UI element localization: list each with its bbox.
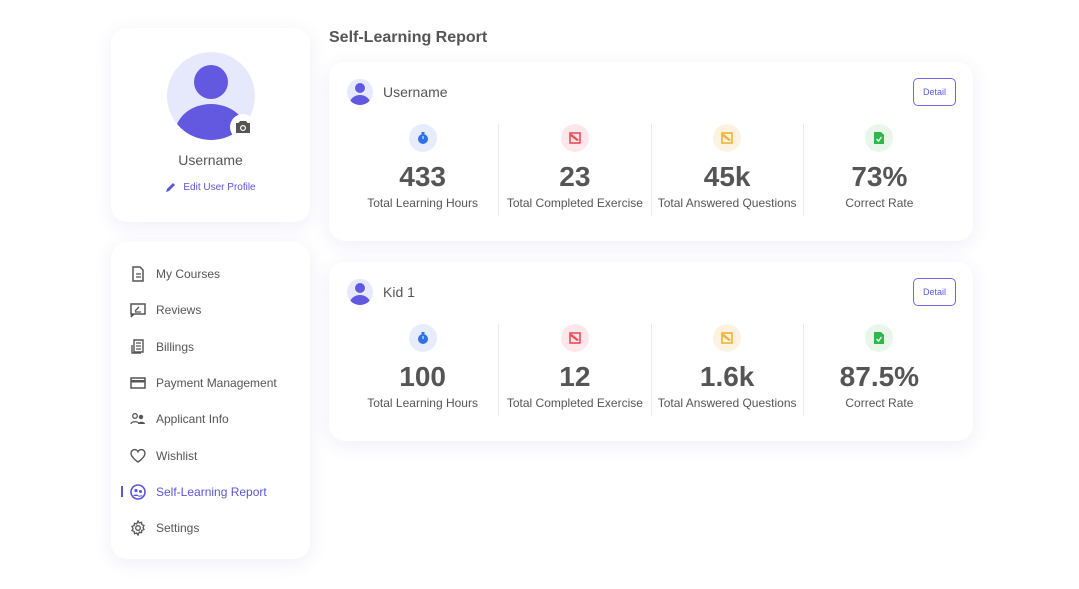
users-icon [130,413,145,425]
sidebar-item-label: Billings [156,339,195,354]
stat-value: 12 [559,361,591,392]
heart-icon [130,448,146,463]
active-indicator [121,485,123,497]
sidebar-item-wishlist[interactable]: Wishlist [130,446,197,466]
stats-row: 433 Total Learning Hours 23 Total Comple… [347,124,955,216]
sidebar-item-my-courses[interactable]: My Courses [130,264,220,284]
stopwatch-icon [408,124,437,152]
receipt-icon [131,338,144,354]
stat-item: 433 Total Learning Hours [347,124,498,216]
edit-profile-label: Edit User Profile [183,181,256,193]
stat-label: Total Learning Hours [367,396,478,410]
stat-value: 87.5% [839,361,920,392]
stat-item: 23 Total Completed Exercise [498,124,650,216]
detail-button[interactable]: Detail [913,78,956,106]
sidebar-item-self-learning-report[interactable]: Self-Learning Report [121,482,267,502]
stat-value: 73% [851,161,908,192]
stat-label: Correct Rate [845,196,914,210]
sidebar-nav: My Courses Reviews Billings Payment Managem… [111,242,310,559]
stat-label: Total Completed Exercise [506,196,643,210]
sidebar-item-label: Reviews [156,303,202,318]
report-header: Username [347,79,448,105]
stat-item: 1.6k Total Answered Questions [650,324,803,416]
sidebar-item-label: Settings [156,521,200,536]
gear-icon [131,520,145,537]
stat-label: Correct Rate [845,396,914,410]
credit-card-icon [130,377,146,389]
sidebar-item-payment-management[interactable]: Payment Management [130,373,277,393]
camera-icon[interactable] [230,114,256,140]
sidebar-item-label: Self-Learning Report [156,484,267,499]
review-icon [130,303,146,318]
stat-item: 73% Correct Rate [802,124,955,216]
report-header: Kid 1 [347,279,415,305]
sidebar-item-reviews[interactable]: Reviews [130,300,201,320]
stat-value: 45k [703,161,751,192]
sidebar-item-label: Applicant Info [156,412,229,427]
exercise-icon [560,124,589,152]
document-icon [132,266,144,282]
stat-label: Total Answered Questions [657,396,797,410]
detail-button[interactable]: Detail [913,278,956,306]
questions-icon [713,124,742,152]
report-card: Kid 1 Detail 100 Total Learning Hours 12… [329,262,973,441]
sidebar-item-applicant-info[interactable]: Applicant Info [130,409,229,429]
checked-document-icon [865,124,894,152]
avatar [347,79,373,105]
sidebar-item-settings[interactable]: Settings [130,518,199,538]
avatar [347,279,373,305]
stat-value: 433 [399,161,446,192]
report-user-name: Username [383,84,448,100]
questions-icon [713,324,742,352]
stopwatch-icon [408,324,437,352]
sidebar-item-billings[interactable]: Billings [130,337,194,357]
edit-profile-link[interactable]: Edit User Profile [111,181,310,193]
pencil-icon [166,183,176,192]
stat-label: Total Answered Questions [657,196,797,210]
stat-label: Total Learning Hours [367,196,478,210]
stat-item: 45k Total Answered Questions [650,124,803,216]
stat-value: 23 [559,161,591,192]
stat-item: 100 Total Learning Hours [347,324,498,416]
sidebar-item-label: Wishlist [156,448,198,463]
stat-label: Total Completed Exercise [506,396,643,410]
stat-item: 12 Total Completed Exercise [498,324,650,416]
profile-card: Username Edit User Profile [111,28,310,222]
report-card: Username Detail 433 Total Learning Hours… [329,62,973,241]
sidebar-item-label: My Courses [156,267,221,281]
exercise-icon [560,324,589,352]
report-icon [130,483,146,500]
page-title: Self-Learning Report [329,29,488,46]
checked-document-icon [865,324,894,352]
profile-name: Username [178,152,243,168]
stats-row: 100 Total Learning Hours 12 Total Comple… [347,324,955,416]
stat-item: 87.5% Correct Rate [802,324,955,416]
sidebar-item-label: Payment Management [156,375,277,390]
stat-value: 100 [399,361,446,392]
report-user-name: Kid 1 [383,284,415,300]
stat-value: 1.6k [699,361,755,392]
